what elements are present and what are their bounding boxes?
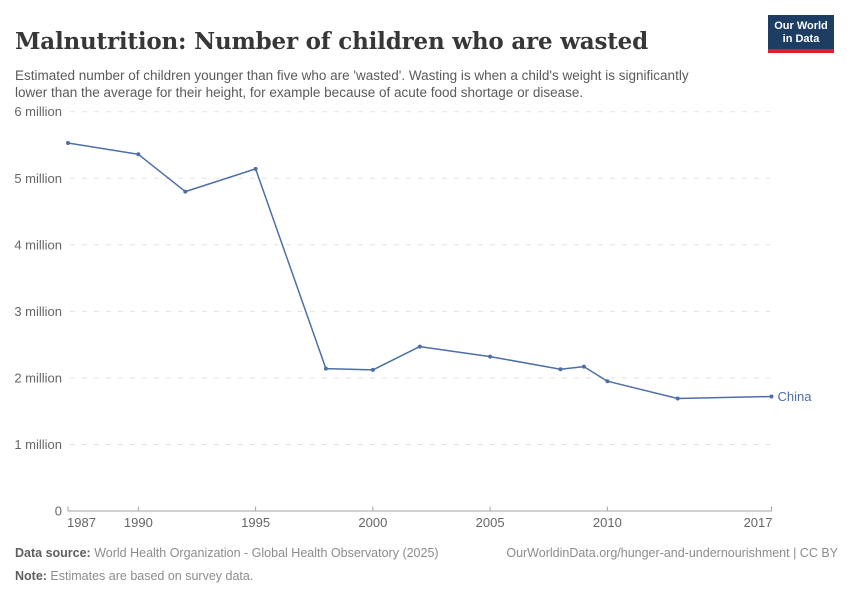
data-point-china[interactable] <box>581 364 586 369</box>
data-point-china[interactable] <box>488 354 493 359</box>
note-value: Estimates are based on survey data. <box>46 569 254 583</box>
x-tick-label: 1990 <box>124 515 153 530</box>
owid-logo-line1: Our World <box>774 20 828 32</box>
x-tick-label: 1995 <box>241 515 270 530</box>
x-tick-label: 2017 <box>744 515 773 530</box>
data-point-china[interactable] <box>417 344 422 349</box>
data-point-china[interactable] <box>183 189 188 194</box>
series-label-china[interactable]: China <box>778 389 813 404</box>
y-tick-label: 2 million <box>14 370 62 385</box>
owid-logo-line2: in Data <box>782 32 820 45</box>
y-tick-label: 0 <box>55 504 62 519</box>
data-point-china[interactable] <box>136 152 141 157</box>
owid-url-link[interactable]: OurWorldinData.org/hunger-and-undernouri… <box>506 546 838 560</box>
data-point-china[interactable] <box>558 367 563 372</box>
footer-note-row: Note: Estimates are based on survey data… <box>15 569 838 583</box>
footer-source-row: Data source: World Health Organization -… <box>15 546 838 560</box>
page-title: Malnutrition: Number of children who are… <box>15 28 648 56</box>
note-label: Note: <box>15 569 47 583</box>
x-tick-label: 2005 <box>476 515 505 530</box>
note-text: Note: Estimates are based on survey data… <box>15 569 253 583</box>
chart-subtitle: Estimated number of children younger tha… <box>15 67 689 100</box>
line-series-china[interactable] <box>67 142 772 400</box>
y-tick-label: 6 million <box>14 104 62 119</box>
data-point-china[interactable] <box>253 166 258 171</box>
data-source-value: World Health Organization - Global Healt… <box>90 546 439 560</box>
x-tick-label: 2010 <box>593 515 622 530</box>
y-tick-label: 3 million <box>14 304 62 319</box>
data-point-china[interactable] <box>323 366 328 371</box>
x-tick-label: 1987 <box>67 515 96 530</box>
data-point-china[interactable] <box>605 379 610 384</box>
y-tick-label: 1 million <box>14 437 62 452</box>
data-point-china[interactable] <box>66 141 70 145</box>
y-tick-label: 5 million <box>14 171 62 186</box>
data-source-label: Data source: <box>15 546 91 560</box>
data-point-china[interactable] <box>370 367 375 372</box>
data-source-text: Data source: World Health Organization -… <box>15 546 439 560</box>
y-tick-label: 4 million <box>14 237 62 252</box>
x-tick-label: 2000 <box>358 515 387 530</box>
owid-logo[interactable]: Our World in Data <box>768 15 834 53</box>
data-point-china[interactable] <box>675 396 680 401</box>
data-point-china[interactable] <box>769 394 774 399</box>
